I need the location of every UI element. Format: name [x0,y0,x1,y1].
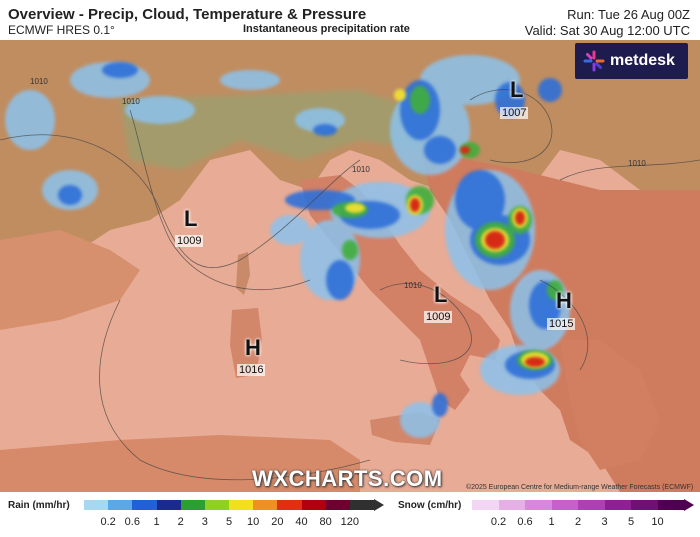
run-time: Run: Tue 26 Aug 00Z [567,7,690,22]
rain-swatch [84,500,109,510]
rain-tick-label: 80 [319,516,332,528]
rain-swatch [132,500,157,510]
model-label: ECMWF HRES 0.1° [8,23,115,37]
rain-tick-label: 40 [295,516,308,528]
watermark: WXCHARTS.COM [252,466,443,491]
header: Overview - Precip, Cloud, Temperature & … [0,0,700,40]
rain-swatch [349,500,375,510]
rain-tick-label: 10 [247,516,260,528]
snow-swatch [472,500,499,510]
rain-swatch [301,500,326,510]
metdesk-star-icon [583,50,605,72]
svg-text:1010: 1010 [404,281,422,290]
snow-bar-arrow-icon [684,499,694,511]
snow-swatch [498,500,525,510]
snow-swatch [551,500,578,510]
snow-swatch [525,500,552,510]
precip-extreme [410,146,545,367]
high-pressure-value: 1016 [237,364,266,376]
snow-swatch [631,500,658,510]
copyright-notice: ©2025 European Centre for Medium-range W… [466,484,694,491]
low-pressure-marker: L [510,77,524,102]
low-pressure-value: 1009 [175,235,204,247]
snow-color-bar [472,500,684,510]
snow-tick-label: 10 [651,516,664,528]
svg-text:1010: 1010 [122,97,140,106]
snow-swatch [657,500,684,510]
rain-tick-label: 20 [271,516,284,528]
rain-tick-label: 5 [225,516,233,528]
rain-swatch [204,500,230,510]
snow-tick-label: 3 [601,516,608,528]
low-pressure-value: 1007 [500,107,529,119]
rain-swatch [253,500,278,510]
metdesk-logo-text: metdesk [610,52,675,69]
rain-legend-title: Rain (mm/hr) [8,500,70,511]
rain-tick-label: 120 [340,516,360,528]
rain-tick-label: 2 [177,516,184,528]
low-pressure-marker: L [184,206,198,231]
high-pressure-value: 1015 [547,318,576,330]
isobars [0,89,700,481]
snow-tick-label: 2 [574,516,582,528]
rain-bar-arrow-icon [374,499,384,511]
svg-text:1010: 1010 [352,165,370,174]
rain-tick-label: 0.2 [100,516,116,528]
chart-subtitle: Instantaneous precipitation rate [243,23,410,35]
svg-text:1010: 1010 [628,159,646,168]
rain-swatch [180,500,205,510]
chart-title: Overview - Precip, Cloud, Temperature & … [8,6,367,23]
rain-tick-label: 0.6 [124,516,140,528]
metdesk-logo: metdesk [575,43,688,79]
rain-swatch [325,500,350,510]
rain-swatch [156,500,181,510]
low-pressure-value: 1009 [424,311,453,323]
weather-map: 1010 1010 1010 1010 1010 [0,40,700,492]
snow-tick-label: 1 [548,516,555,528]
valid-time: Valid: Sat 30 Aug 12:00 UTC [524,23,690,38]
isobar-labels: 1010 1010 1010 1010 1010 [30,77,646,290]
legend: Rain (mm/hr) 0.2 0.6 1 2 3 5 10 20 40 80 120 Snow … [0,492,700,537]
rain-tick-label: 3 [201,516,208,528]
snow-swatch [604,500,631,510]
snow-tick-label: 0.6 [517,516,533,528]
precip-moderate [58,62,562,417]
snow-swatch [578,500,605,510]
low-pressure-marker: L [434,282,448,307]
rain-color-bar [84,500,375,510]
snow-tick-label: 0.2 [490,516,507,528]
svg-text:1010: 1010 [30,77,48,86]
rain-swatch [277,500,302,510]
high-pressure-marker: H [556,288,572,313]
rain-swatch [108,500,133,510]
snow-legend-title: Snow (cm/hr) [398,500,462,511]
map-canvas: 1010 1010 1010 1010 1010 [0,40,700,492]
snow-tick-label: 5 [627,516,635,528]
rain-swatch [229,500,254,510]
rain-tick-label: 1 [153,516,160,528]
high-pressure-marker: H [245,335,261,360]
